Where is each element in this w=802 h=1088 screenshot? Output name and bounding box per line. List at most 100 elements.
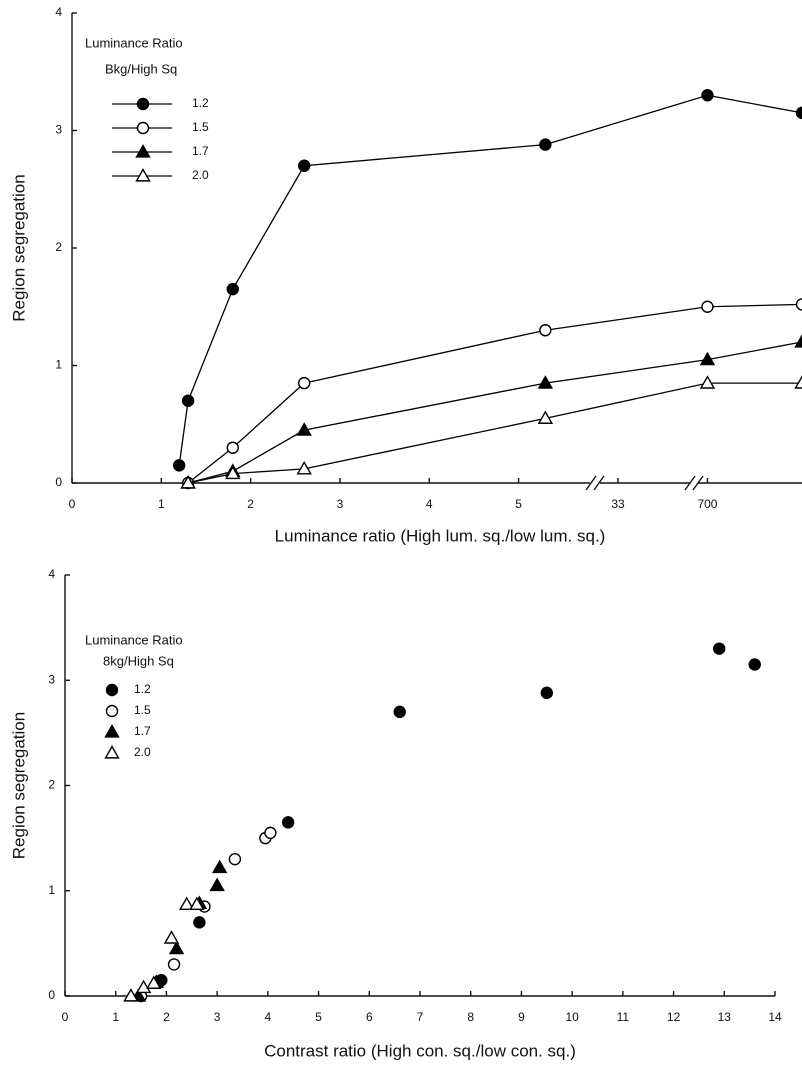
legend-title: 8kg/High Sq (103, 653, 174, 668)
x-tick-label: 11 (617, 1010, 630, 1024)
x-axis-label: Contrast ratio (High con. sq./low con. s… (264, 1041, 576, 1060)
axis-break (692, 475, 704, 491)
marker (298, 376, 311, 390)
y-axis-label: Region segregation (9, 174, 28, 321)
marker (211, 859, 228, 874)
marker (540, 686, 553, 700)
marker (539, 324, 552, 337)
marker (163, 930, 180, 944)
legend-label: 1.2 (192, 96, 209, 110)
legend-label: 1.7 (192, 144, 209, 158)
x-tick-label: 7 (417, 1010, 424, 1024)
marker (296, 460, 312, 475)
x-tick-label: 5 (315, 1010, 322, 1024)
x-tick-label: 2 (247, 497, 254, 511)
legend-title: Luminance Ratio (85, 632, 183, 647)
marker (699, 375, 716, 389)
axis-break (585, 475, 597, 491)
y-tick-label: 4 (55, 5, 62, 19)
marker (539, 138, 552, 151)
marker (298, 159, 311, 172)
series-line (187, 303, 802, 484)
legend-label: 1.5 (134, 703, 151, 717)
marker (226, 441, 239, 454)
x-tick-label: 0 (62, 1010, 69, 1024)
marker (537, 375, 554, 389)
marker (226, 282, 239, 296)
marker (123, 988, 139, 1002)
x-tick-label: 14 (768, 1010, 782, 1024)
marker (699, 351, 716, 366)
x-tick-label: 3 (337, 497, 344, 511)
legend-label: 2.0 (134, 745, 151, 759)
legend-label: 1.2 (134, 682, 151, 696)
marker (179, 896, 195, 911)
legend-marker (135, 168, 151, 182)
marker (172, 459, 186, 472)
y-tick-label: 4 (48, 567, 55, 581)
marker (228, 852, 242, 866)
marker (701, 300, 714, 313)
marker (795, 106, 802, 120)
marker (181, 394, 195, 407)
legend-marker (136, 97, 150, 111)
legend-title: Bkg/High Sq (105, 61, 177, 76)
marker (168, 940, 185, 955)
series-line (178, 94, 802, 466)
marker (795, 298, 802, 311)
legend-marker (105, 683, 119, 697)
x-tick-label: 5 (515, 497, 522, 511)
y-tick-label: 0 (48, 988, 55, 1002)
marker (296, 422, 312, 436)
x-tick-label: 1 (158, 497, 165, 511)
y-tick-label: 0 (55, 475, 62, 489)
x-tick-label: 0 (69, 497, 76, 511)
x-tick-label: 13 (718, 1010, 732, 1024)
legend-marker (104, 724, 120, 738)
marker (264, 826, 277, 840)
marker (225, 465, 241, 480)
marker (189, 896, 205, 911)
marker (193, 916, 206, 929)
x-tick-label: 9 (518, 1010, 525, 1024)
x-tick-label: 12 (667, 1010, 681, 1024)
y-tick-label: 1 (55, 358, 62, 372)
x-tick-label: 8 (467, 1010, 474, 1024)
legend-marker (136, 121, 150, 135)
x-tick-label: 2 (163, 1010, 170, 1024)
marker (794, 375, 802, 389)
legend-title: Luminance Ratio (85, 35, 183, 50)
marker (281, 816, 295, 829)
y-tick-label: 3 (55, 123, 62, 137)
x-tick-label: 4 (426, 497, 433, 511)
y-tick-label: 2 (48, 778, 55, 792)
y-tick-label: 2 (55, 240, 62, 254)
marker (393, 705, 406, 719)
series-line (187, 341, 802, 484)
marker (167, 958, 181, 971)
marker (701, 89, 714, 102)
x-tick-label: 6 (366, 1010, 373, 1024)
legend-label: 1.7 (134, 724, 151, 738)
x-tick-label: 33 (611, 497, 625, 511)
series-line (187, 382, 802, 484)
x-tick-label: 3 (214, 1010, 221, 1024)
marker (748, 658, 761, 671)
marker (180, 475, 196, 489)
legend-marker (104, 745, 120, 759)
y-tick-label: 3 (48, 672, 55, 686)
x-tick-label: 1 (112, 1010, 119, 1024)
y-axis-label: Region segregation (9, 712, 28, 859)
marker (135, 979, 152, 994)
legend-marker (135, 144, 151, 158)
x-tick-label: 10 (565, 1010, 579, 1024)
marker (146, 975, 162, 989)
y-tick-label: 1 (48, 883, 55, 897)
marker (537, 410, 554, 424)
legend-label: 2.0 (192, 168, 209, 182)
marker (713, 642, 726, 655)
x-axis-label: Luminance ratio (High lum. sq./low lum. … (275, 526, 606, 545)
marker (209, 877, 225, 892)
x-tick-label: 4 (265, 1010, 272, 1024)
